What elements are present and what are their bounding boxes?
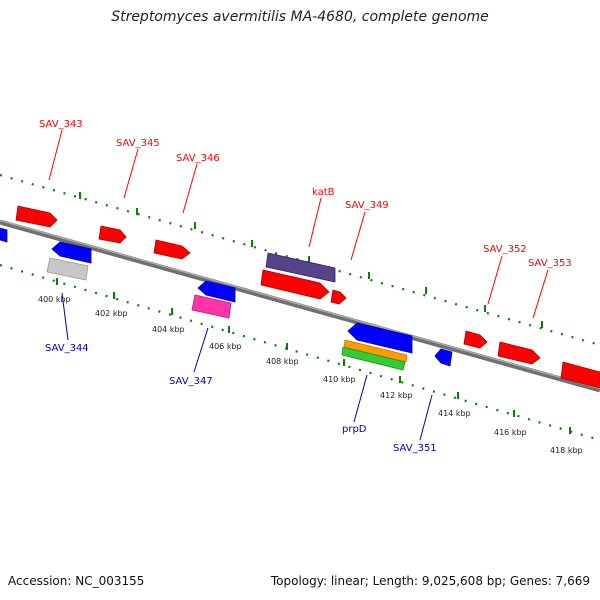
label-katb[interactable]: katB [312, 187, 335, 198]
lower-major-ticks [56, 278, 571, 434]
forward-genes [15, 205, 600, 389]
gene-reverse-edge[interactable] [0, 227, 8, 243]
genome-backbone [0, 219, 600, 393]
label-sav-343[interactable]: SAV_343 [39, 119, 83, 130]
gene-sav-349[interactable] [330, 289, 347, 305]
tick-label-410: 410 kbp [323, 375, 356, 384]
gene-sav-346[interactable] [153, 239, 191, 260]
accession-text: Accession: NC_003155 [8, 574, 145, 588]
tick-label-404: 404 kbp [152, 325, 185, 334]
gene-katb[interactable] [265, 252, 336, 283]
gene-sav-351[interactable] [434, 348, 453, 367]
tick-label-416: 416 kbp [494, 428, 527, 437]
tick-label-408: 408 kbp [266, 357, 299, 366]
bottom-leaders [61, 292, 433, 441]
gene-sav-354[interactable] [560, 361, 600, 389]
tick-label-400: 400 kbp [38, 295, 71, 304]
tick-label-418: 418 kbp [550, 446, 583, 455]
map-title: Streptomyces avermitilis MA-4680, comple… [111, 9, 489, 25]
label-prpd[interactable]: prpD [342, 424, 367, 435]
reverse-genes [0, 227, 453, 367]
gene-orange[interactable] [343, 339, 408, 363]
tick-label-406: 406 kbp [209, 342, 242, 351]
gene-sav-348[interactable] [260, 269, 330, 300]
gene-sav-353[interactable] [497, 341, 541, 365]
gene-green[interactable] [341, 346, 406, 371]
label-sav-344[interactable]: SAV_344 [45, 343, 89, 354]
gene-sav-347-pink[interactable] [191, 294, 232, 319]
gene-sav-344-gray[interactable] [46, 257, 89, 281]
gene-sav-344-blue[interactable] [51, 241, 92, 264]
gene-sav-347-blue[interactable] [197, 280, 236, 303]
top-leaders [48, 129, 549, 319]
genome-info-text: Topology: linear; Length: 9,025,608 bp; … [270, 574, 590, 588]
label-sav-347[interactable]: SAV_347 [169, 376, 213, 387]
tick-label-412: 412 kbp [380, 391, 413, 400]
gene-sav-345[interactable] [98, 225, 127, 244]
gene-prpd[interactable] [347, 322, 413, 354]
gene-sav-343[interactable] [15, 205, 58, 228]
label-sav-349[interactable]: SAV_349 [345, 200, 389, 211]
label-sav-353[interactable]: SAV_353 [528, 258, 572, 269]
tick-label-402: 402 kbp [95, 309, 128, 318]
gene-sav-352[interactable] [463, 330, 488, 349]
label-sav-345[interactable]: SAV_345 [116, 138, 160, 149]
label-sav-346[interactable]: SAV_346 [176, 153, 220, 164]
label-sav-351[interactable]: SAV_351 [393, 443, 437, 454]
label-sav-352[interactable]: SAV_352 [483, 244, 527, 255]
tick-label-414: 414 kbp [438, 409, 471, 418]
